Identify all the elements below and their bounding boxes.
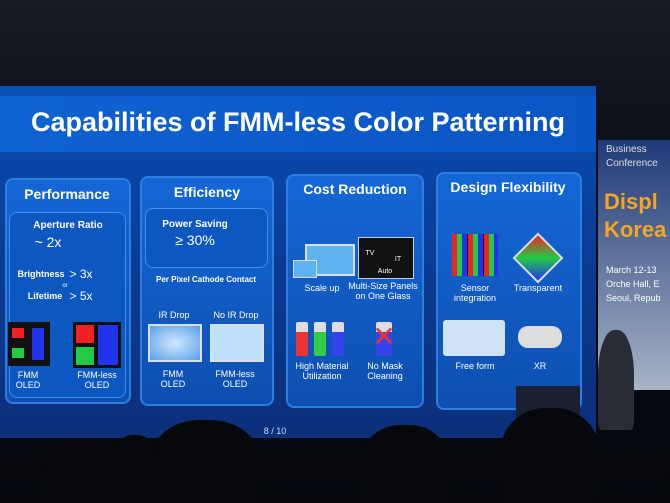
caption: High Material Utilization <box>295 361 349 381</box>
label: TV <box>365 250 375 257</box>
caption: Sensor integration <box>453 283 497 303</box>
icon <box>98 325 118 365</box>
panel-heading: Efficiency <box>173 184 241 200</box>
caption: Scale up <box>304 283 340 293</box>
icon <box>148 324 202 362</box>
icon <box>12 348 24 358</box>
icon <box>452 234 498 276</box>
speaker <box>598 330 634 430</box>
caption: Multi-Size Panels on One Glass <box>348 281 418 301</box>
panel-heading: Design Flexibility <box>450 179 566 195</box>
banner-text: Displ <box>604 189 658 214</box>
icon <box>296 322 308 356</box>
banner-text: Seoul, Repub <box>606 293 661 303</box>
icon: ✕ <box>372 321 396 352</box>
banner-text: Orche Hall, E <box>606 279 660 289</box>
panel <box>286 174 424 408</box>
slide-title: Capabilities of FMM-less Color Patternin… <box>30 107 566 137</box>
banner-text: Korea <box>604 217 667 242</box>
caption: Free form <box>455 361 495 371</box>
caption: FMM-less OLED <box>77 370 117 390</box>
value: ≥ 30% <box>175 232 215 248</box>
audience <box>360 425 450 503</box>
icon <box>76 325 94 343</box>
value: ~ 2x <box>34 234 62 250</box>
icon <box>293 260 317 278</box>
label: Auto <box>377 268 393 275</box>
panel <box>436 172 582 410</box>
audience <box>110 435 160 503</box>
caption: No Mask Cleaning <box>367 361 403 381</box>
panel-heading: Performance <box>24 186 110 202</box>
label: or <box>62 283 68 289</box>
icon <box>332 322 344 356</box>
panel-heading: Cost Reduction <box>303 181 407 197</box>
icon <box>12 328 24 338</box>
caption: FMM OLED <box>160 369 186 389</box>
page-number: 8 / 10 <box>263 426 287 436</box>
label: Aperture Ratio <box>33 220 103 231</box>
icon <box>358 237 414 279</box>
icon <box>210 324 264 362</box>
value: > 5x <box>69 289 93 303</box>
label: IT <box>394 256 402 263</box>
audience <box>40 440 120 503</box>
label: Lifetime <box>27 291 63 301</box>
icon <box>32 328 44 360</box>
caption: Transparent <box>513 283 563 293</box>
title-bar <box>0 96 596 152</box>
icon <box>443 320 505 356</box>
caption: FMM-less OLED <box>215 369 255 389</box>
icon <box>518 326 562 348</box>
label: No IR Drop <box>213 310 259 320</box>
audience <box>150 420 260 503</box>
label: Power Saving <box>162 219 228 230</box>
icon <box>76 347 94 365</box>
banner-text: Business <box>606 144 647 155</box>
label: Brightness <box>17 269 65 279</box>
banner-text: Conference <box>606 158 658 169</box>
value: > 3x <box>69 267 93 281</box>
audience <box>500 408 600 503</box>
banner-text: March 12-13 <box>606 265 657 275</box>
caption: XR <box>533 361 547 371</box>
label: Per Pixel Cathode Contact <box>155 275 257 284</box>
caption: FMM OLED <box>15 370 41 390</box>
icon <box>376 322 392 356</box>
label: IR Drop <box>158 310 190 320</box>
panel-body <box>145 208 268 268</box>
icon <box>314 322 326 356</box>
